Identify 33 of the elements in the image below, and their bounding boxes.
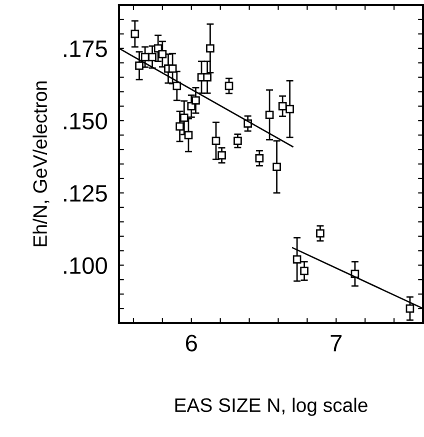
x-tick-label: 7 xyxy=(330,334,342,352)
point xyxy=(158,50,167,58)
y-axis-title: Eh/N, GeV/electron xyxy=(32,82,50,246)
point xyxy=(203,73,212,82)
y-tick-label: .150 xyxy=(64,112,107,130)
point xyxy=(234,136,242,146)
point xyxy=(135,62,144,70)
y-tick-label: .175 xyxy=(64,40,107,58)
point xyxy=(292,255,302,264)
point xyxy=(172,82,182,90)
point xyxy=(212,136,220,146)
point xyxy=(265,110,274,120)
point xyxy=(316,229,324,238)
point xyxy=(255,154,264,162)
point xyxy=(278,102,287,110)
point xyxy=(180,114,188,122)
x-axis-title: EAS SIZE N, log scale xyxy=(175,398,368,416)
point xyxy=(184,130,193,140)
point xyxy=(148,52,156,62)
point xyxy=(406,304,414,313)
point xyxy=(300,266,308,276)
point xyxy=(176,122,184,131)
y-tick-label: .125 xyxy=(64,184,107,202)
point xyxy=(272,162,281,172)
point xyxy=(218,151,226,160)
y-tick-label: .100 xyxy=(64,257,107,274)
point xyxy=(192,96,200,105)
x-tick-label: 6 xyxy=(186,334,197,352)
point xyxy=(206,44,214,53)
point xyxy=(168,64,177,73)
point xyxy=(130,30,140,38)
point xyxy=(286,104,294,114)
point xyxy=(224,82,234,90)
